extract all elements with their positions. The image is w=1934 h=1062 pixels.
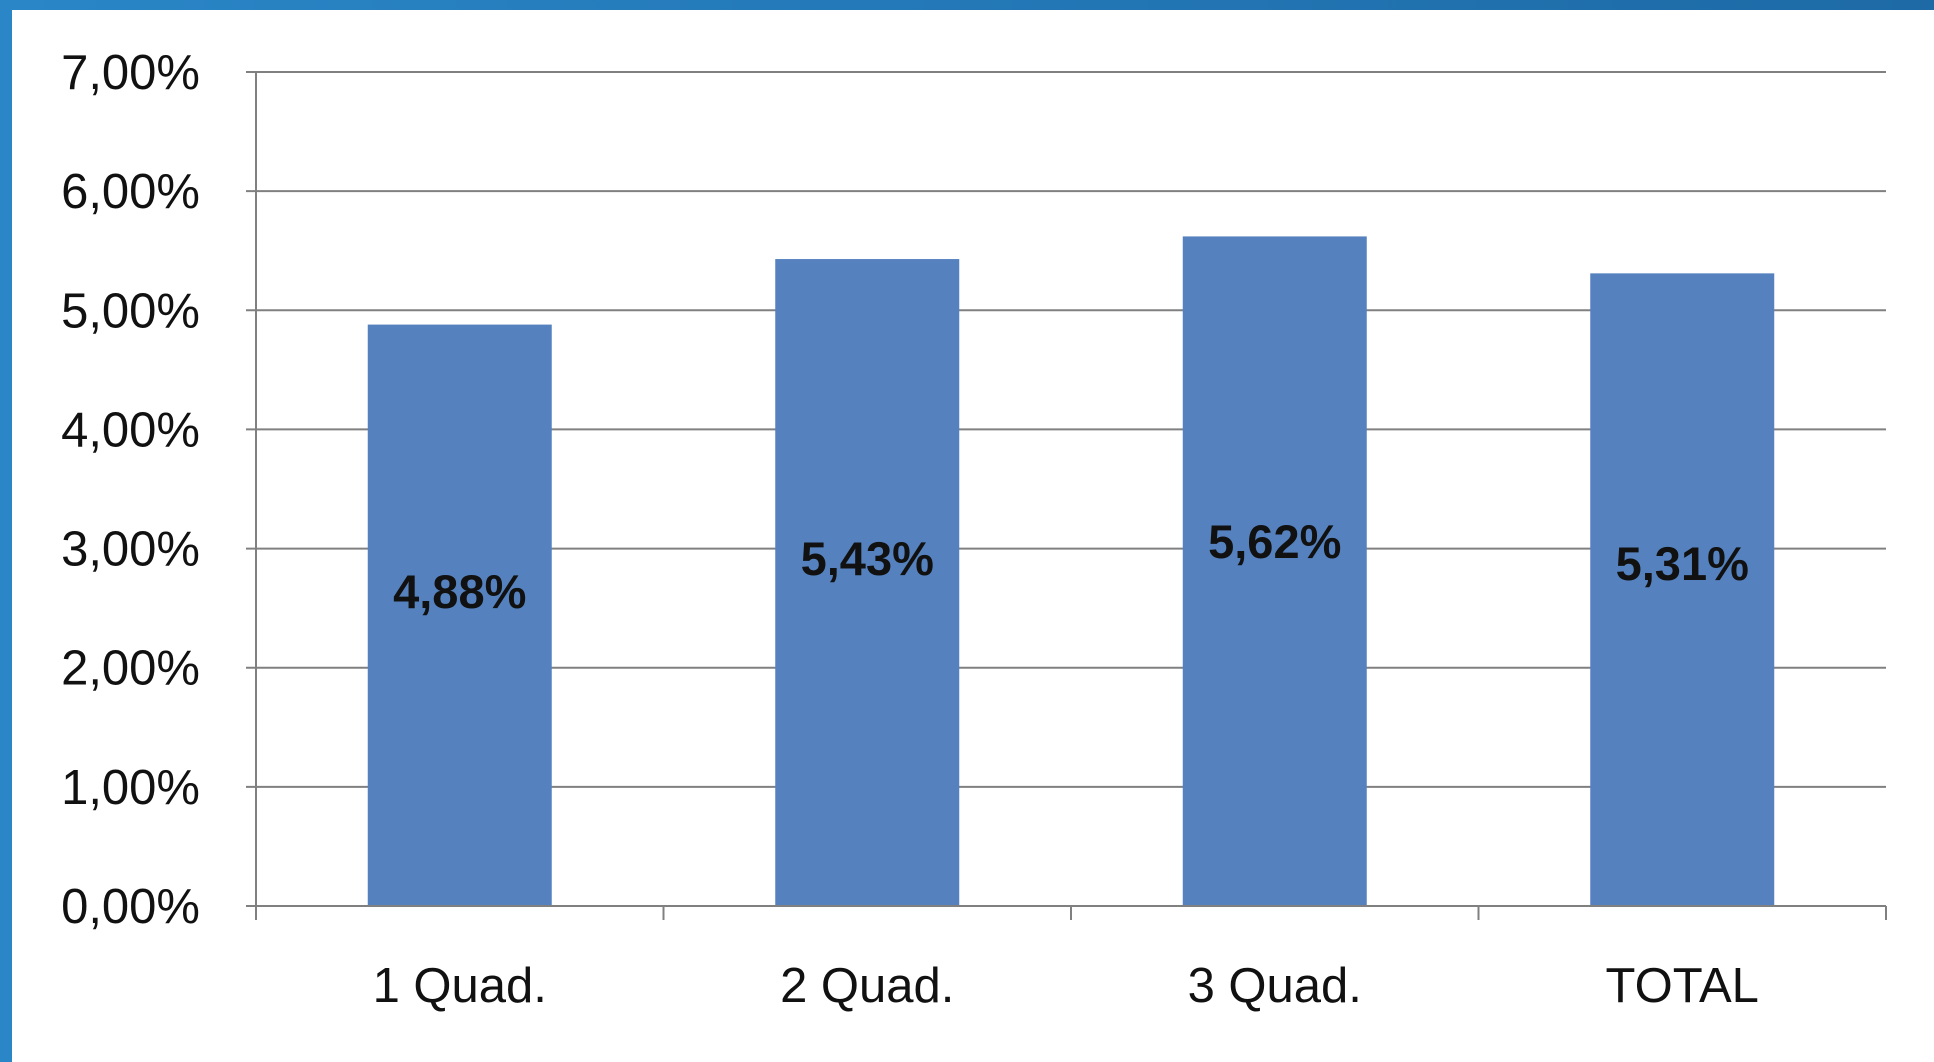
data-label: 5,43% <box>801 532 934 585</box>
x-tick-label: 1 Quad. <box>373 959 547 1013</box>
y-tick-label: 5,00% <box>61 284 200 338</box>
data-label: 4,88% <box>393 565 526 618</box>
axes <box>246 72 1887 920</box>
data-label: 5,62% <box>1208 515 1341 568</box>
y-tick-label: 7,00% <box>61 46 200 100</box>
x-tick-label: 3 Quad. <box>1188 959 1362 1013</box>
y-tick-label: 1,00% <box>61 761 200 815</box>
data-label: 5,31% <box>1616 537 1749 590</box>
y-tick-label: 0,00% <box>61 880 200 934</box>
bar <box>1182 236 1367 907</box>
chart-panel: 0,00% 1,00% 2,00% 3,00% 4,00% 5,00% 6,00% 7,00%… <box>12 10 1934 1062</box>
y-tick-label: 2,00% <box>61 642 200 696</box>
bar <box>775 259 960 906</box>
y-tick-label: 4,00% <box>61 403 200 457</box>
x-tick-label: 2 Quad. <box>780 959 954 1013</box>
y-tick-label: 6,00% <box>61 165 200 219</box>
bar <box>367 324 552 906</box>
x-tick-label: TOTAL <box>1606 959 1759 1013</box>
bar <box>1590 273 1775 906</box>
bars <box>367 236 1775 907</box>
bar-chart: 0,00% 1,00% 2,00% 3,00% 4,00% 5,00% 6,00% 7,00%… <box>61 46 1887 1013</box>
y-tick-label: 3,00% <box>61 523 200 577</box>
labels: 0,00% 1,00% 2,00% 3,00% 4,00% 5,00% 6,00% 7,00%… <box>61 46 1759 1013</box>
